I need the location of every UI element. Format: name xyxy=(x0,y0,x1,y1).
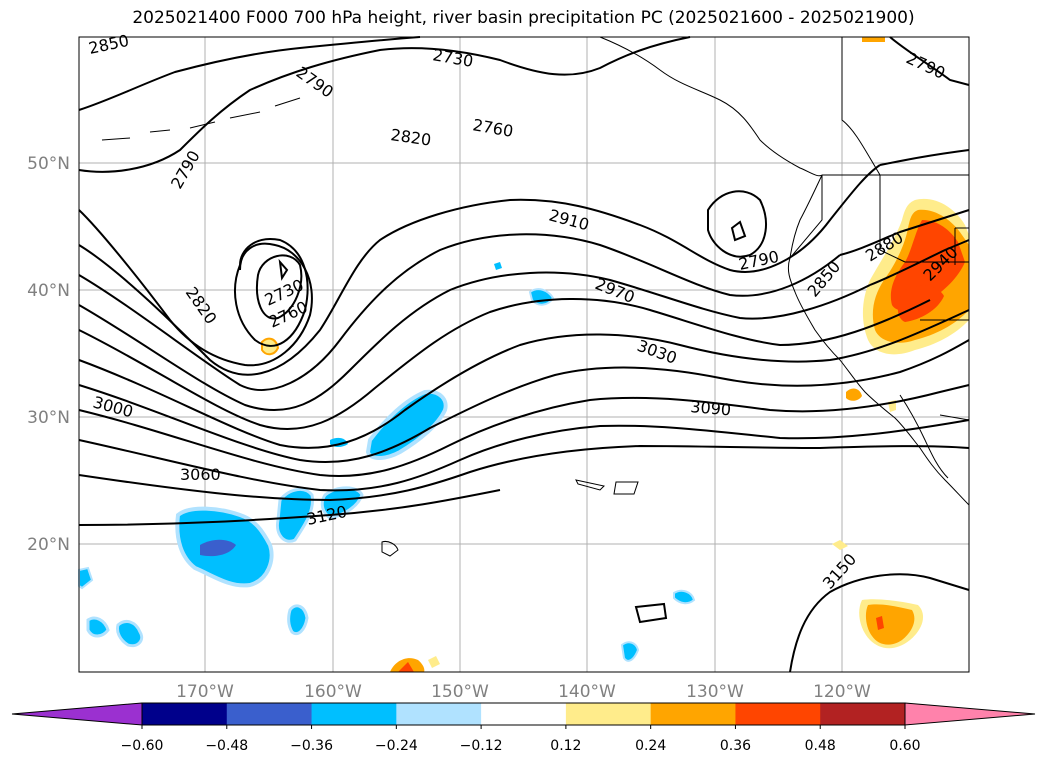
latitude-labels: 50°N 40°N 30°N 20°N xyxy=(27,154,70,555)
colorbar-tick-label: 0.36 xyxy=(720,738,751,754)
coastlines xyxy=(101,36,970,557)
colorbar-tick-label: 0.60 xyxy=(889,738,920,754)
colorbar-segment xyxy=(565,703,652,725)
colorbar-tick-label: 0.48 xyxy=(805,738,836,754)
lon-label-120w: 120°W xyxy=(813,682,871,702)
lat-label-30n: 30°N xyxy=(27,408,70,428)
colorbar-tick-label: −0.24 xyxy=(375,738,418,754)
gridlines xyxy=(79,37,969,672)
colorbar-tick-label: 0.12 xyxy=(550,738,581,754)
map-frame xyxy=(78,36,970,673)
lon-label-140w: 140°W xyxy=(558,682,616,702)
colorbar-segment xyxy=(142,703,228,725)
positive-precip-shading xyxy=(261,37,969,672)
lon-label-130w: 130°W xyxy=(686,682,744,702)
lon-label-170w: 170°W xyxy=(176,682,234,702)
colorbar-tick-label: −0.48 xyxy=(205,738,248,754)
contour-label: 3060 xyxy=(180,465,221,484)
colorbar-tick-label: 0.24 xyxy=(635,738,666,754)
colorbar-segment xyxy=(650,703,736,725)
colorbar-segment xyxy=(226,703,313,725)
colorbar-tick-label: −0.60 xyxy=(121,738,164,754)
colorbar-tick-label: −0.12 xyxy=(460,738,503,754)
map-title: 2025021400 F000 700 hPa height, river ba… xyxy=(132,8,915,28)
colorbar-segment xyxy=(481,703,567,725)
longitude-labels: 170°W 160°W 150°W 140°W 130°W 120°W xyxy=(176,682,871,702)
lat-label-20n: 20°N xyxy=(27,535,70,555)
colorbar-extend-high xyxy=(904,702,1036,726)
lon-label-150w: 150°W xyxy=(431,682,489,702)
colorbar: −0.60 −0.48 −0.36 −0.24 −0.12 0.12 0.24 0.36 0.4… xyxy=(11,702,1036,754)
lon-label-160w: 160°W xyxy=(304,682,362,702)
colorbar-segment xyxy=(735,703,821,725)
colorbar-tick-label: −0.36 xyxy=(290,738,333,754)
colorbar-segment xyxy=(820,703,906,725)
lat-label-40n: 40°N xyxy=(27,281,70,301)
lat-label-50n: 50°N xyxy=(27,154,70,174)
colorbar-extend-low xyxy=(11,702,143,726)
colorbar-segment xyxy=(396,703,482,725)
contour-label: 3090 xyxy=(690,397,732,419)
height-contours xyxy=(78,36,970,673)
negative-precip-shading xyxy=(78,262,696,662)
colorbar-segment xyxy=(311,703,397,725)
